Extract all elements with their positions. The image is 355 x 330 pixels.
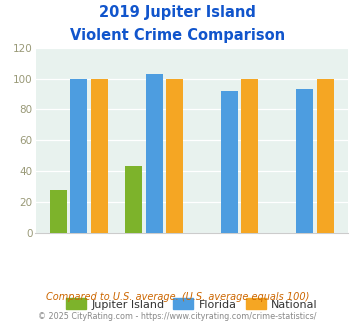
Bar bbox=[146, 74, 163, 233]
Bar bbox=[50, 189, 67, 233]
Text: © 2025 CityRating.com - https://www.cityrating.com/crime-statistics/: © 2025 CityRating.com - https://www.city… bbox=[38, 312, 317, 321]
Bar bbox=[221, 91, 238, 233]
Bar bbox=[70, 79, 87, 233]
Legend: Jupiter Island, Florida, National: Jupiter Island, Florida, National bbox=[61, 294, 322, 314]
Bar bbox=[296, 89, 313, 233]
Bar bbox=[91, 79, 108, 233]
Text: Violent Crime Comparison: Violent Crime Comparison bbox=[70, 28, 285, 43]
Bar bbox=[166, 79, 183, 233]
Text: Compared to U.S. average. (U.S. average equals 100): Compared to U.S. average. (U.S. average … bbox=[46, 292, 309, 302]
Bar bbox=[241, 79, 258, 233]
Bar bbox=[125, 166, 142, 233]
Text: 2019 Jupiter Island: 2019 Jupiter Island bbox=[99, 5, 256, 20]
Bar bbox=[317, 79, 334, 233]
